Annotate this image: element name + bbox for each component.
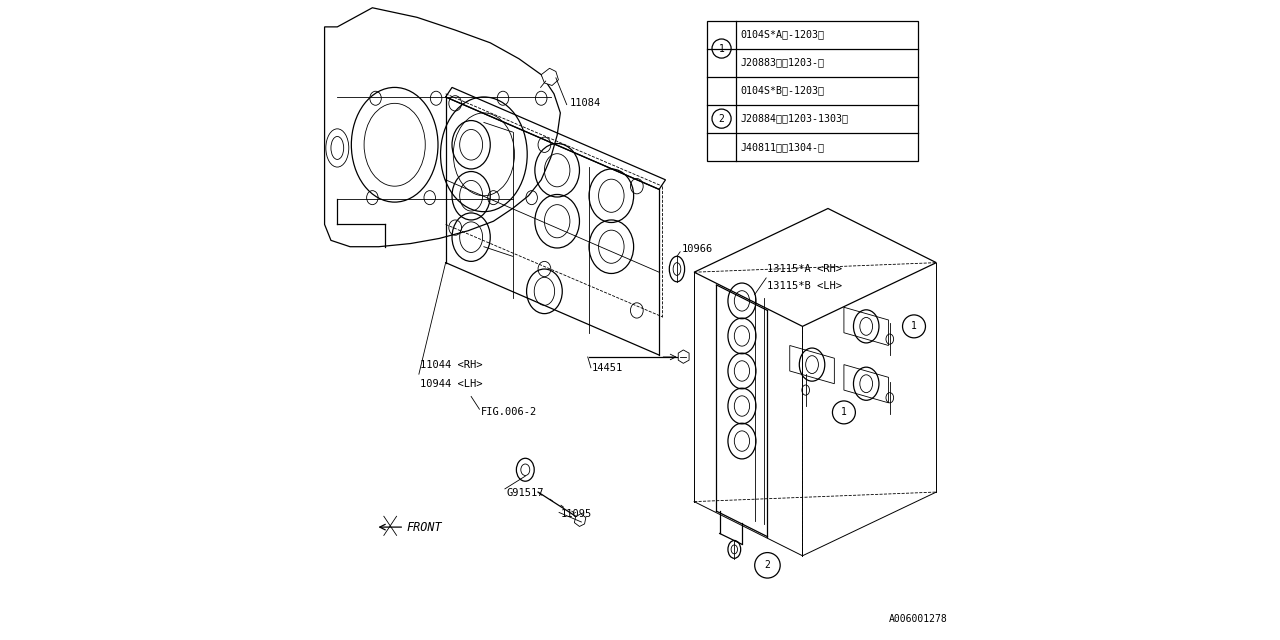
Polygon shape <box>541 68 558 86</box>
Text: FRONT: FRONT <box>406 520 442 534</box>
Text: 0104S*A（-1203）: 0104S*A（-1203） <box>741 29 824 40</box>
Polygon shape <box>678 350 689 364</box>
Text: J20883　（1203-）: J20883 （1203-） <box>741 58 824 68</box>
Text: 2: 2 <box>764 561 771 570</box>
Bar <box>707 20 918 161</box>
Text: 1: 1 <box>841 408 847 417</box>
Text: 0104S*B（-1203）: 0104S*B（-1203） <box>741 86 824 95</box>
Text: 10944 <LH>: 10944 <LH> <box>420 379 483 388</box>
Text: 10966: 10966 <box>681 244 713 253</box>
Text: 14451: 14451 <box>593 363 623 372</box>
Text: 1: 1 <box>718 44 724 54</box>
Text: FIG.006-2: FIG.006-2 <box>481 408 536 417</box>
Text: 2: 2 <box>718 114 724 124</box>
Text: 11095: 11095 <box>561 509 591 519</box>
Text: 11044 <RH>: 11044 <RH> <box>420 360 483 370</box>
Polygon shape <box>575 514 586 527</box>
Text: J20884　（1203-1303）: J20884 （1203-1303） <box>741 114 849 124</box>
Text: J40811　　1304-）: J40811 1304-） <box>741 141 824 152</box>
Text: 13115*A <RH>: 13115*A <RH> <box>768 264 842 274</box>
Text: 13115*B <LH>: 13115*B <LH> <box>768 281 842 291</box>
Text: 11084: 11084 <box>570 99 602 108</box>
Text: G91517: G91517 <box>506 488 544 499</box>
Text: 1: 1 <box>911 321 916 332</box>
Text: A006001278: A006001278 <box>888 614 947 625</box>
